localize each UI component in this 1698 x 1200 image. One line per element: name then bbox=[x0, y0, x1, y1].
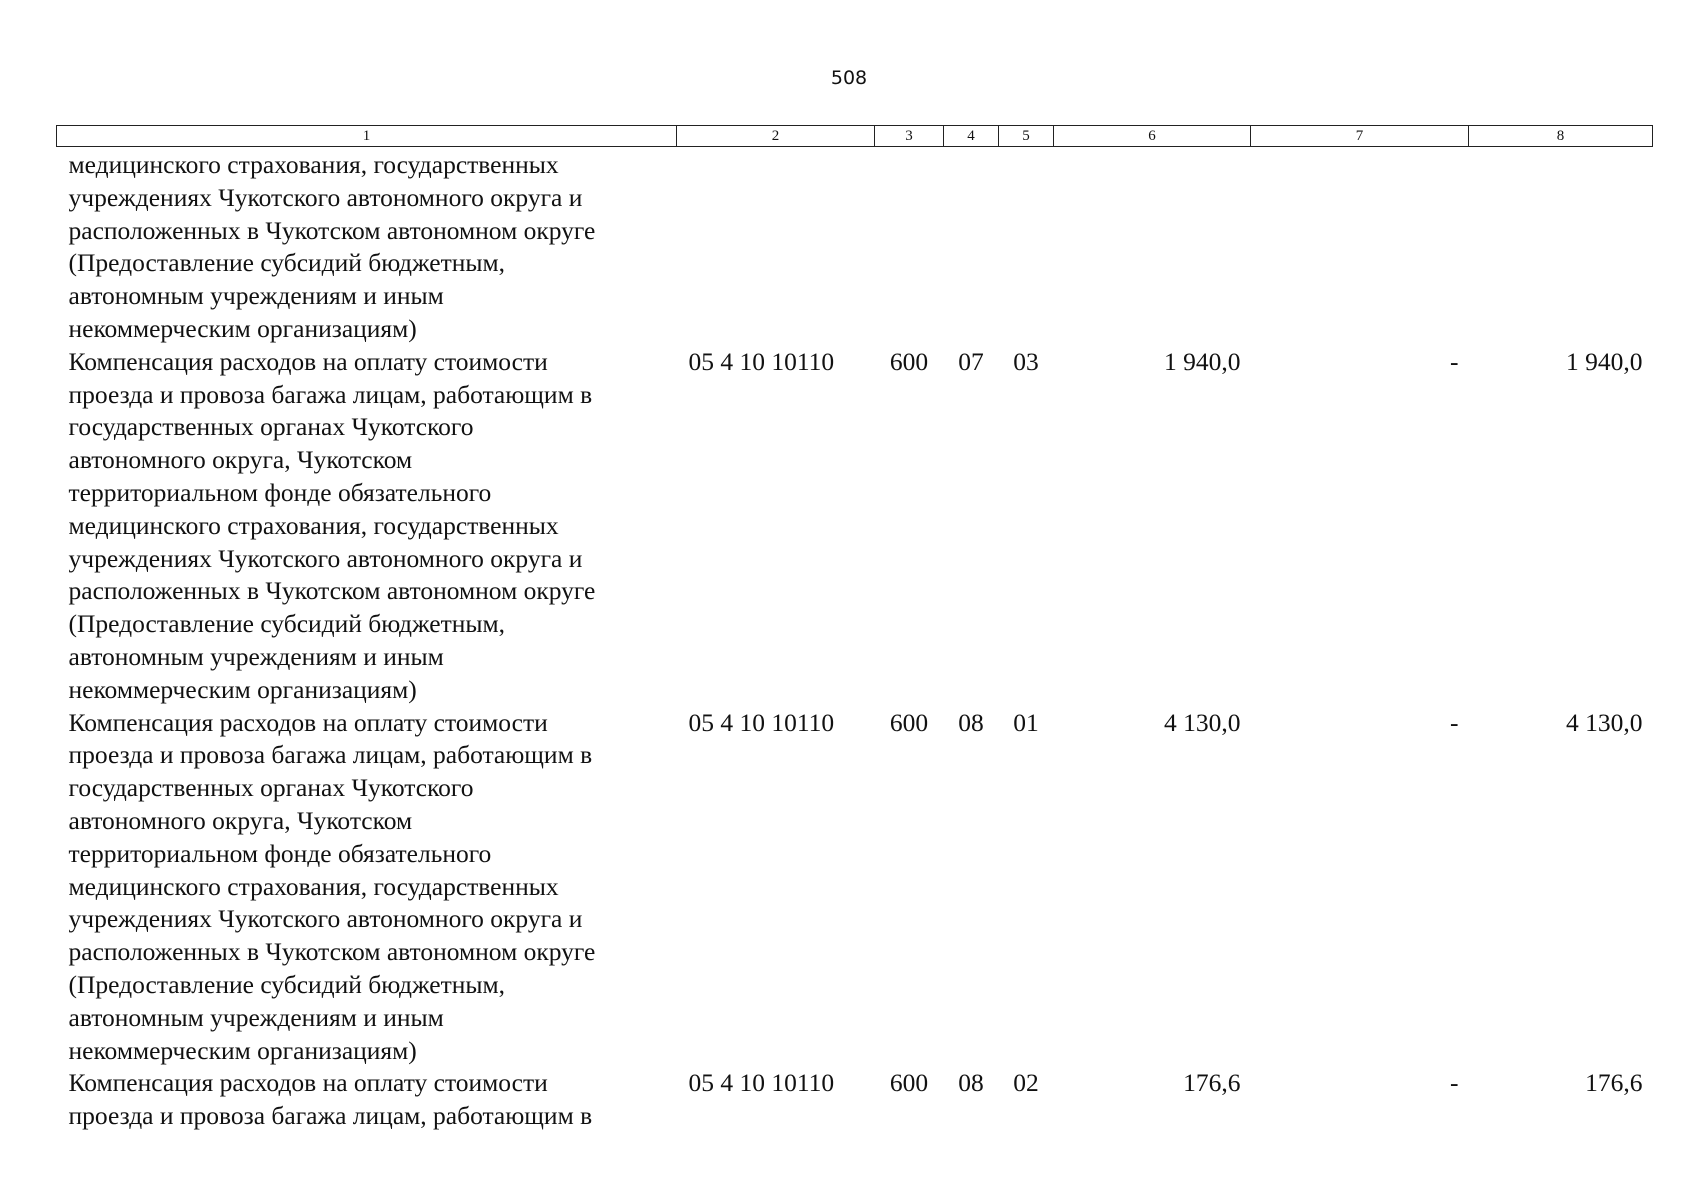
header-cell-2: 2 bbox=[676, 125, 875, 147]
row-section: 08 bbox=[958, 1068, 984, 1098]
row-expense-type bbox=[875, 147, 944, 346]
header-cell-5: 5 bbox=[998, 125, 1054, 147]
row-target-code: 05 4 10 10110 bbox=[688, 707, 835, 737]
row-expense-type: 600 bbox=[889, 707, 929, 737]
row-amount: 176,6 bbox=[1183, 1068, 1241, 1098]
table-body: медицинского страхования, государственны… bbox=[57, 147, 1653, 1133]
row-amount bbox=[1054, 147, 1251, 346]
table-row: Компенсация расходов на оплату стоимости… bbox=[57, 707, 1653, 1068]
row-description: Компенсация расходов на оплату стоимости… bbox=[68, 346, 596, 704]
row-target-code: 05 4 10 10110 bbox=[688, 1068, 835, 1098]
row-change: - bbox=[1450, 707, 1459, 737]
row-total: 4 130,0 bbox=[1566, 707, 1643, 737]
row-total: 176,6 bbox=[1585, 1068, 1643, 1098]
table-row: медицинского страхования, государственны… bbox=[57, 147, 1653, 346]
row-amount: 1 940,0 bbox=[1164, 346, 1241, 376]
table-row: Компенсация расходов на оплату стоимости… bbox=[57, 346, 1653, 707]
row-total: 1 940,0 bbox=[1566, 346, 1643, 376]
row-subsection: 01 bbox=[1013, 707, 1039, 737]
header-cell-3: 3 bbox=[874, 125, 944, 147]
table-header: 1 2 3 4 5 6 7 8 bbox=[56, 125, 1653, 147]
row-amount: 4 130,0 bbox=[1164, 707, 1241, 737]
row-description: Компенсация расходов на оплату стоимости… bbox=[68, 1068, 593, 1131]
row-section: 07 bbox=[958, 346, 984, 376]
budget-table: 1 2 3 4 5 6 7 8 медицинского страхования… bbox=[56, 125, 1653, 1133]
row-change: - bbox=[1450, 1068, 1459, 1098]
row-section bbox=[944, 147, 999, 346]
header-cell-8: 8 bbox=[1468, 125, 1653, 147]
row-target-code: 05 4 10 10110 bbox=[688, 346, 835, 376]
row-section: 08 bbox=[958, 707, 984, 737]
header-cell-4: 4 bbox=[943, 125, 999, 147]
row-subsection: 03 bbox=[1013, 346, 1039, 376]
header-cell-7: 7 bbox=[1250, 125, 1469, 147]
row-expense-type: 600 bbox=[889, 346, 929, 376]
row-description: Компенсация расходов на оплату стоимости… bbox=[68, 707, 596, 1065]
header-row: 1 2 3 4 5 6 7 8 bbox=[56, 125, 1653, 147]
row-change: - bbox=[1450, 346, 1459, 376]
row-subsection bbox=[999, 147, 1054, 346]
row-target-code bbox=[677, 147, 875, 346]
row-change bbox=[1251, 147, 1469, 346]
header-cell-6: 6 bbox=[1053, 125, 1251, 147]
row-expense-type: 600 bbox=[889, 1068, 929, 1098]
row-subsection: 02 bbox=[1013, 1068, 1039, 1098]
row-description: медицинского страхования, государственны… bbox=[68, 150, 596, 343]
row-total bbox=[1469, 147, 1653, 346]
page-number: 508 bbox=[830, 67, 868, 89]
table-row: Компенсация расходов на оплату стоимости… bbox=[57, 1067, 1653, 1133]
header-cell-1: 1 bbox=[56, 125, 677, 147]
